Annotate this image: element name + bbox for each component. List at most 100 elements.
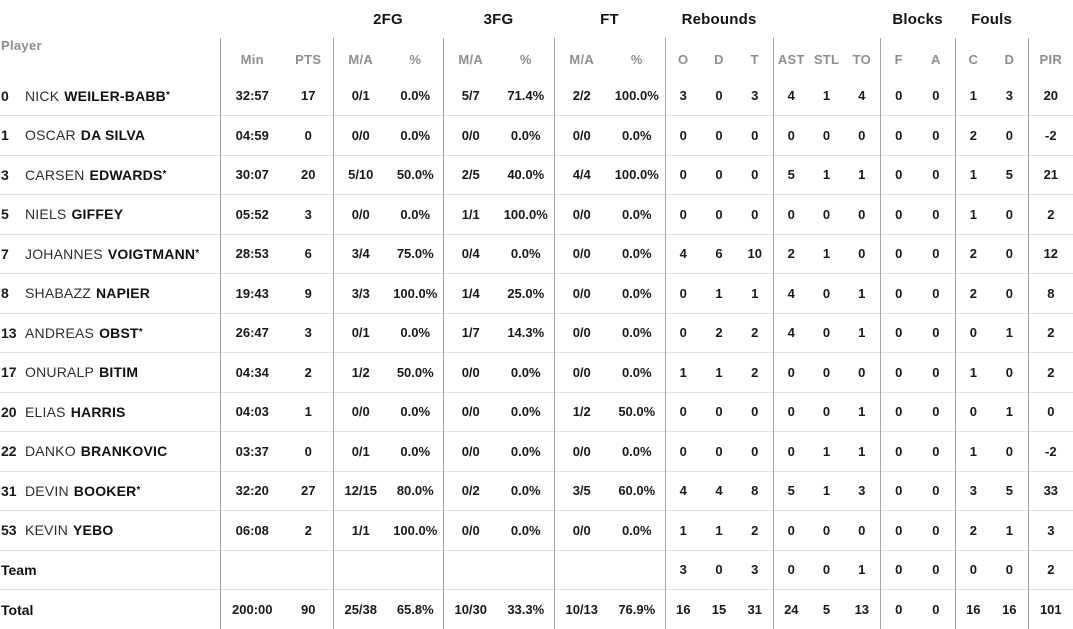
cell-min: 32:57: [235, 88, 269, 103]
cell-3fg-ma: 0/0: [443, 431, 498, 471]
cell-blk-f: 0: [880, 470, 918, 511]
cell-pir: 12: [1028, 233, 1073, 274]
cell-3fg-ma: 1/4: [443, 273, 498, 313]
cell-ft-ma: 1/2: [554, 391, 609, 432]
cell-pts: 90: [284, 589, 334, 629]
col-header-ast: AST: [777, 52, 805, 67]
cell-2fg-pct: 65.8%: [388, 589, 444, 629]
cell-blk-f: 0: [880, 115, 918, 155]
cell-stl: 5: [809, 589, 845, 629]
cell-3fg-ma: 0/0: [443, 391, 498, 432]
col-header-blk-f: F: [894, 52, 903, 67]
column-header-row: Player Min PTS M/A % M/A % M/A % O D T A…: [0, 38, 1073, 76]
cell-pts: 9: [284, 273, 334, 313]
cell-pir: 8: [1028, 273, 1073, 313]
cell-pts: 0: [284, 115, 334, 155]
cell-reb-o: 1: [665, 352, 702, 392]
cell-min: 04:59: [220, 115, 284, 155]
cell-reb-d: 2: [701, 312, 738, 353]
cell-reb-d: 0: [701, 194, 738, 234]
col-header-reb-d: D: [714, 52, 724, 67]
col-header-fouls-c: C: [968, 52, 979, 67]
cell-stl: 0: [809, 549, 845, 590]
cell-ft-pct: 0.0%: [609, 431, 666, 471]
cell-3fg-ma: 0/2: [443, 470, 498, 511]
cell-stl: 0: [809, 273, 845, 313]
cell-reb-o: 0: [665, 312, 702, 353]
cell-fouls-d: 5: [991, 154, 1029, 195]
cell-pir: 33: [1028, 470, 1073, 511]
cell-2fg-pct: [388, 549, 444, 590]
cell-ft-pct: 0.0%: [609, 194, 666, 234]
cell-reb-d: 0: [701, 549, 738, 590]
cell-to: 4: [844, 76, 881, 116]
cell-to: 1: [844, 312, 881, 353]
player-last-name: VOIGTMANN: [107, 245, 196, 262]
player-last-name: OBST: [99, 324, 139, 341]
cell-reb-o: 0: [665, 154, 702, 195]
cell-reb-d: 15: [701, 589, 738, 629]
player-first-name: SHABAZZ: [25, 285, 91, 302]
cell-pir: 101: [1028, 589, 1073, 629]
player-cell: Total: [0, 589, 221, 629]
cell-2fg-ma: 3/4: [333, 233, 388, 274]
jersey-number: 53: [1, 522, 17, 539]
cell-fouls-c: 2: [955, 115, 992, 155]
group-2fg-label: 2FG: [373, 10, 403, 28]
col-header-reb-t: T: [737, 38, 774, 76]
cell-stl: 1: [809, 431, 845, 471]
cell-3fg-ma: 5/7: [461, 88, 480, 103]
cell-reb-d: 0: [701, 431, 738, 471]
cell-fouls-d: 0: [991, 549, 1029, 590]
player-first-name: NICK: [25, 87, 60, 104]
jersey-number: 0: [1, 87, 9, 104]
cell-3fg-pct: 71.4%: [498, 76, 555, 116]
cell-2fg-pct: 100.0%: [388, 510, 444, 550]
col-header-min: Min: [240, 52, 264, 67]
cell-stl: 0: [809, 115, 845, 155]
cell-blk-f: 0: [880, 233, 918, 274]
cell-fouls-c: 2: [955, 273, 992, 313]
player-cell: 5 NIELS GIFFEY: [0, 194, 221, 234]
cell-fouls-c: 1: [955, 154, 992, 195]
group-fouls-label: Fouls: [971, 10, 1013, 28]
cell-2fg-pct: 0.0%: [388, 115, 444, 155]
cell-min: 03:37: [220, 431, 284, 471]
cell-ast: 2: [773, 233, 810, 274]
cell-ft-pct: 50.0%: [609, 391, 666, 432]
cell-stl: 0: [809, 391, 845, 432]
cell-reb-o: 4: [665, 470, 702, 511]
cell-pir: 3: [1028, 510, 1073, 550]
player-first-name: KEVIN: [25, 522, 69, 539]
player-row: 5 NIELS GIFFEY 05:52 3 0/0 0.0% 1/1 100.0% 0/0 0.0…: [0, 194, 1073, 234]
cell-2fg-ma: [333, 549, 388, 590]
cell-min: 05:52: [220, 194, 284, 234]
cell-blk-a: 0: [917, 589, 956, 629]
player-cell: 31 DEVIN BOOKER *: [0, 470, 221, 511]
player-row: 22 DANKO BRANKOVIC 03:37 0 0/1 0.0% 0/0 0.0% 0/0 0…: [0, 431, 1073, 471]
player-last-name: BOOKER: [73, 482, 137, 499]
player-row: 8 SHABAZZ NAPIER 19:43 9 3/3 100.0% 1/4 25.0% 0/0…: [0, 273, 1073, 313]
cell-blk-a: 0: [917, 470, 956, 511]
cell-ft-pct: 60.0%: [609, 470, 666, 511]
cell-blk-a: 0: [917, 76, 956, 116]
cell-fouls-d: 0: [991, 233, 1029, 274]
cell-to: 1: [844, 273, 881, 313]
cell-pts: 3: [284, 312, 334, 353]
cell-reb-t: 0: [737, 154, 774, 195]
group-blocks-label: Blocks: [892, 10, 943, 28]
cell-ast: 0: [773, 510, 810, 550]
cell-pts: 17: [284, 76, 334, 116]
jersey-number: 3: [1, 166, 9, 183]
cell-2fg-ma: 1/1: [333, 510, 388, 550]
cell-fouls-c: 1: [955, 431, 992, 471]
cell-ast: 24: [773, 589, 810, 629]
cell-reb-d: 4: [701, 470, 738, 511]
player-first-name: NIELS: [25, 206, 67, 223]
player-first-name: DEVIN: [25, 482, 69, 499]
player-first-name: ANDREAS: [25, 324, 95, 341]
col-header-ft-pct: %: [609, 38, 666, 76]
cell-fouls-d: 16: [991, 589, 1029, 629]
cell-fouls-d: 0: [991, 115, 1029, 155]
cell-reb-t: 2: [737, 312, 774, 353]
